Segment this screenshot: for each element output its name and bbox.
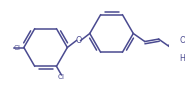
Text: O: O bbox=[180, 36, 185, 45]
Text: Cl: Cl bbox=[14, 44, 21, 51]
Text: O: O bbox=[75, 36, 82, 45]
Text: Cl: Cl bbox=[58, 74, 65, 80]
Text: HO: HO bbox=[179, 54, 185, 63]
